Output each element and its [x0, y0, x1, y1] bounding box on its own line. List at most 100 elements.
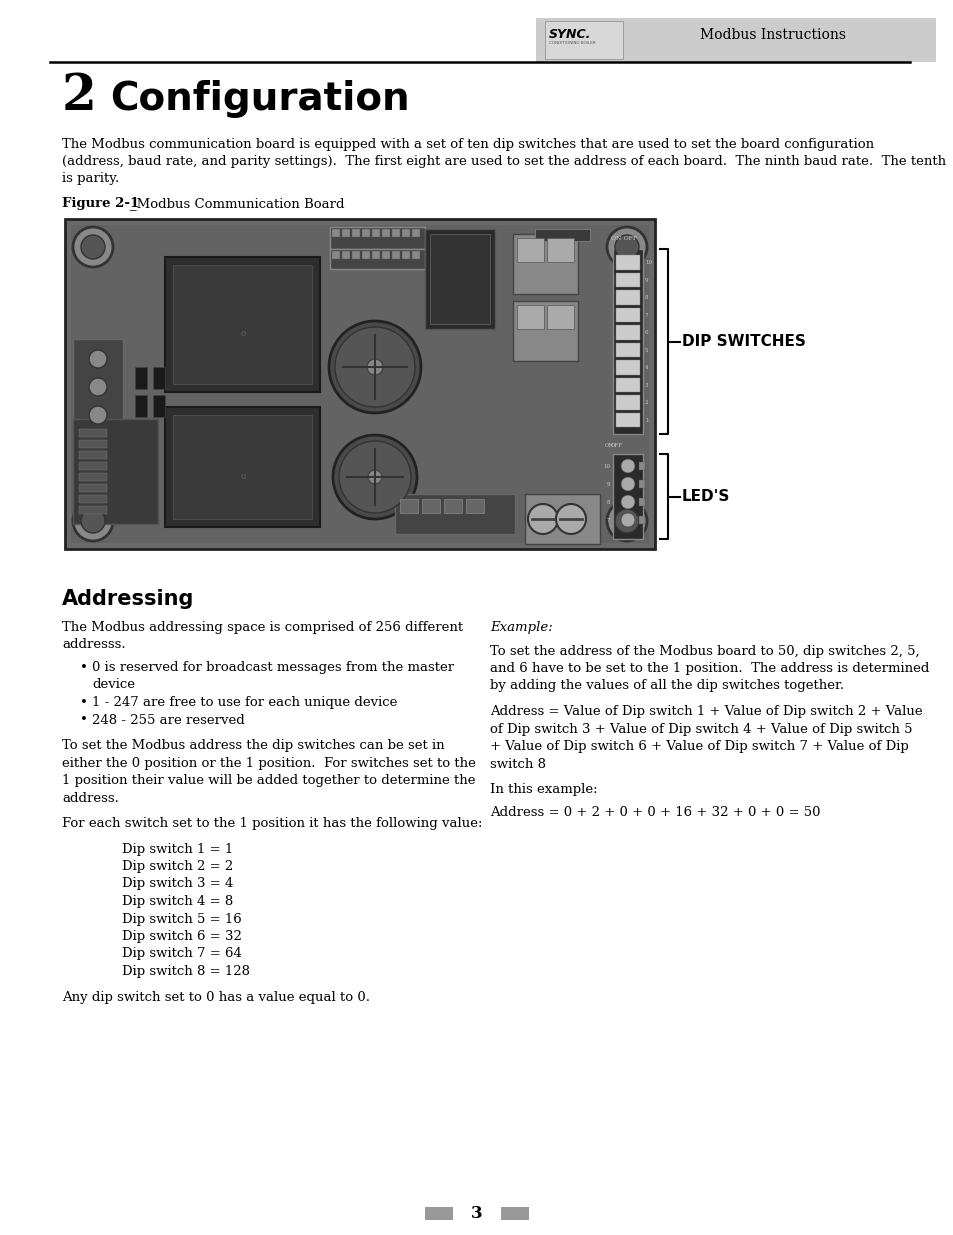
FancyBboxPatch shape: [613, 249, 642, 433]
FancyBboxPatch shape: [330, 227, 424, 249]
FancyBboxPatch shape: [517, 238, 543, 262]
FancyBboxPatch shape: [412, 251, 419, 259]
Text: 0 is reserved for broadcast messages from the master: 0 is reserved for broadcast messages fro…: [91, 661, 454, 674]
Ellipse shape: [367, 359, 382, 375]
FancyBboxPatch shape: [639, 516, 644, 524]
Ellipse shape: [89, 350, 107, 368]
FancyBboxPatch shape: [616, 342, 639, 357]
Text: 10: 10: [644, 261, 651, 266]
FancyBboxPatch shape: [71, 225, 648, 543]
FancyBboxPatch shape: [79, 506, 107, 514]
Text: For each switch set to the 1 position it has the following value:: For each switch set to the 1 position it…: [62, 818, 482, 830]
FancyBboxPatch shape: [613, 454, 642, 538]
Text: 9: 9: [606, 482, 609, 487]
Text: •: •: [80, 714, 88, 726]
FancyBboxPatch shape: [616, 412, 639, 427]
FancyBboxPatch shape: [616, 359, 639, 374]
Text: 1 - 247 are free to use for each unique device: 1 - 247 are free to use for each unique …: [91, 697, 397, 709]
Text: To set the address of the Modbus board to 50, dip switches 2, 5,: To set the address of the Modbus board t…: [490, 645, 919, 657]
FancyBboxPatch shape: [424, 228, 495, 329]
FancyBboxPatch shape: [616, 290, 639, 305]
Ellipse shape: [73, 501, 112, 541]
Text: (address, baud rate, and parity settings).  The first eight are used to set the : (address, baud rate, and parity settings…: [62, 156, 945, 168]
Ellipse shape: [73, 227, 112, 267]
Text: 0: 0: [240, 330, 245, 338]
Text: ON: ON: [604, 443, 614, 448]
FancyBboxPatch shape: [79, 484, 107, 492]
Text: Dip switch 4 = 8: Dip switch 4 = 8: [122, 895, 233, 908]
Text: Addressing: Addressing: [62, 589, 194, 609]
Ellipse shape: [329, 321, 420, 412]
Text: 5: 5: [644, 348, 648, 353]
FancyBboxPatch shape: [395, 494, 515, 534]
FancyBboxPatch shape: [401, 251, 410, 259]
FancyBboxPatch shape: [73, 338, 123, 429]
FancyBboxPatch shape: [536, 19, 935, 62]
FancyBboxPatch shape: [172, 415, 312, 519]
FancyBboxPatch shape: [517, 305, 543, 329]
FancyBboxPatch shape: [424, 1207, 453, 1220]
Text: addresss.: addresss.: [62, 638, 126, 652]
FancyBboxPatch shape: [616, 308, 639, 322]
FancyBboxPatch shape: [73, 419, 158, 524]
FancyBboxPatch shape: [616, 273, 639, 287]
FancyBboxPatch shape: [546, 305, 574, 329]
Ellipse shape: [338, 441, 411, 513]
Text: + Value of Dip switch 6 + Value of Dip switch 7 + Value of Dip: + Value of Dip switch 6 + Value of Dip s…: [490, 740, 908, 753]
Text: 4: 4: [644, 366, 648, 370]
Ellipse shape: [615, 509, 639, 534]
Text: device: device: [91, 678, 135, 692]
Text: 1: 1: [644, 417, 648, 422]
FancyBboxPatch shape: [639, 480, 644, 488]
FancyBboxPatch shape: [332, 228, 339, 237]
Ellipse shape: [615, 235, 639, 259]
FancyBboxPatch shape: [79, 451, 107, 459]
FancyBboxPatch shape: [341, 251, 350, 259]
FancyBboxPatch shape: [616, 254, 639, 269]
Text: switch 8: switch 8: [490, 757, 545, 771]
FancyBboxPatch shape: [165, 257, 319, 391]
Ellipse shape: [620, 477, 635, 492]
FancyBboxPatch shape: [381, 251, 390, 259]
FancyBboxPatch shape: [546, 238, 574, 262]
Ellipse shape: [335, 327, 415, 408]
FancyBboxPatch shape: [381, 228, 390, 237]
Text: Example:: Example:: [490, 621, 552, 634]
FancyBboxPatch shape: [79, 429, 107, 437]
Text: 248 - 255 are reserved: 248 - 255 are reserved: [91, 714, 245, 726]
Text: Dip switch 1 = 1: Dip switch 1 = 1: [122, 842, 233, 856]
FancyBboxPatch shape: [135, 395, 147, 417]
Text: 2: 2: [62, 72, 97, 121]
FancyBboxPatch shape: [500, 1207, 529, 1220]
FancyBboxPatch shape: [430, 233, 490, 324]
FancyBboxPatch shape: [172, 266, 312, 384]
FancyBboxPatch shape: [616, 395, 639, 410]
Text: Figure 2-1: Figure 2-1: [62, 198, 139, 210]
Text: Any dip switch set to 0 has a value equal to 0.: Any dip switch set to 0 has a value equa…: [62, 990, 370, 1004]
FancyBboxPatch shape: [79, 440, 107, 448]
Text: _Modbus Communication Board: _Modbus Communication Board: [130, 198, 344, 210]
FancyBboxPatch shape: [330, 249, 424, 269]
FancyBboxPatch shape: [392, 228, 399, 237]
Text: LED'S: LED'S: [681, 489, 730, 504]
FancyBboxPatch shape: [616, 325, 639, 340]
FancyBboxPatch shape: [65, 219, 655, 550]
Text: Dip switch 2 = 2: Dip switch 2 = 2: [122, 860, 233, 873]
FancyBboxPatch shape: [361, 251, 370, 259]
FancyBboxPatch shape: [372, 228, 379, 237]
FancyBboxPatch shape: [465, 499, 483, 513]
Ellipse shape: [333, 435, 416, 519]
Text: Dip switch 5 = 16: Dip switch 5 = 16: [122, 913, 241, 925]
Text: 2: 2: [644, 400, 648, 405]
Text: DIP SWITCHES: DIP SWITCHES: [681, 333, 805, 350]
FancyBboxPatch shape: [513, 301, 578, 361]
Ellipse shape: [81, 235, 105, 259]
FancyBboxPatch shape: [352, 251, 359, 259]
Text: is parity.: is parity.: [62, 172, 119, 185]
Text: by adding the values of all the dip switches together.: by adding the values of all the dip swit…: [490, 679, 843, 693]
Text: of Dip switch 3 + Value of Dip switch 4 + Value of Dip switch 5: of Dip switch 3 + Value of Dip switch 4 …: [490, 722, 911, 736]
Text: Modbus Instructions: Modbus Instructions: [700, 28, 845, 42]
Ellipse shape: [81, 509, 105, 534]
Text: 6: 6: [644, 330, 648, 335]
Text: OFF: OFF: [610, 443, 622, 448]
